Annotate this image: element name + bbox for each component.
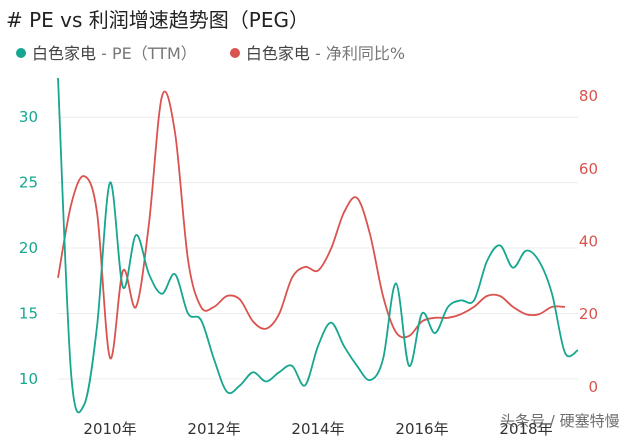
right-tick-20: 20	[579, 305, 598, 323]
x-tick-2010: 2010年	[83, 420, 136, 438]
legend-marker-pe	[16, 48, 26, 58]
watermark: 头条号 / 硬塞特慢	[500, 412, 620, 430]
right-tick-0: 0	[588, 378, 598, 396]
chart-title: # PE vs 利润增速趋势图（PEG）	[6, 8, 309, 32]
left-tick-25: 25	[19, 174, 38, 192]
left-tick-15: 15	[19, 304, 38, 322]
series-line-profit	[57, 90, 566, 360]
x-tick-2018: 2018年	[499, 420, 552, 438]
x-tick-2012: 2012年	[187, 420, 240, 438]
legend-name-pe: 白色家电	[32, 44, 97, 63]
left-tick-20: 20	[19, 239, 38, 257]
left-tick-30: 30	[19, 108, 38, 126]
x-tick-2016: 2016年	[395, 420, 448, 438]
right-tick-60: 60	[579, 160, 598, 178]
legend-metric-pe: - PE（TTM）	[96, 44, 197, 63]
legend-item-profit[interactable]: 白色家电 - 净利同比%	[229, 40, 406, 64]
x-tick-2014: 2014年	[291, 420, 344, 438]
legend-item-pe[interactable]: 白色家电 - PE（TTM）	[16, 40, 197, 64]
legend-marker-profit	[229, 48, 240, 58]
chart-legend: 白色家电 - PE（TTM） 白色家电 - 净利同比%	[16, 40, 433, 64]
right-tick-80: 80	[579, 87, 598, 105]
legend-metric-profit: - 净利同比%	[309, 44, 406, 63]
right-tick-40: 40	[579, 233, 598, 251]
series-line-pe	[57, 77, 579, 414]
left-tick-10: 10	[19, 370, 38, 388]
legend-name-profit: 白色家电	[245, 44, 310, 63]
